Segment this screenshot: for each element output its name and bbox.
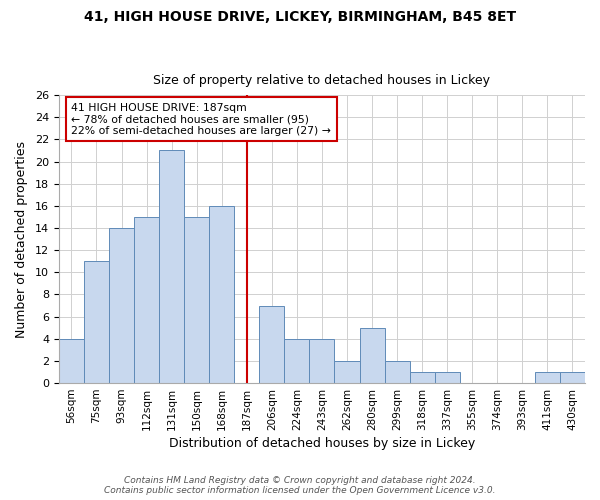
Bar <box>410 372 434 383</box>
Bar <box>310 339 334 383</box>
Bar <box>184 217 209 383</box>
Title: Size of property relative to detached houses in Lickey: Size of property relative to detached ho… <box>154 74 490 87</box>
Bar <box>359 328 385 383</box>
Bar <box>259 306 284 383</box>
Bar <box>134 217 159 383</box>
Text: 41 HIGH HOUSE DRIVE: 187sqm
← 78% of detached houses are smaller (95)
22% of sem: 41 HIGH HOUSE DRIVE: 187sqm ← 78% of det… <box>71 103 331 136</box>
Bar <box>209 206 234 383</box>
Bar <box>109 228 134 383</box>
Text: 41, HIGH HOUSE DRIVE, LICKEY, BIRMINGHAM, B45 8ET: 41, HIGH HOUSE DRIVE, LICKEY, BIRMINGHAM… <box>84 10 516 24</box>
Bar <box>385 361 410 383</box>
Bar <box>434 372 460 383</box>
Bar <box>84 261 109 383</box>
Bar <box>535 372 560 383</box>
Bar <box>284 339 310 383</box>
Bar <box>560 372 585 383</box>
Bar <box>59 339 84 383</box>
X-axis label: Distribution of detached houses by size in Lickey: Distribution of detached houses by size … <box>169 437 475 450</box>
Bar <box>159 150 184 383</box>
Bar <box>334 361 359 383</box>
Y-axis label: Number of detached properties: Number of detached properties <box>15 140 28 338</box>
Text: Contains HM Land Registry data © Crown copyright and database right 2024.
Contai: Contains HM Land Registry data © Crown c… <box>104 476 496 495</box>
